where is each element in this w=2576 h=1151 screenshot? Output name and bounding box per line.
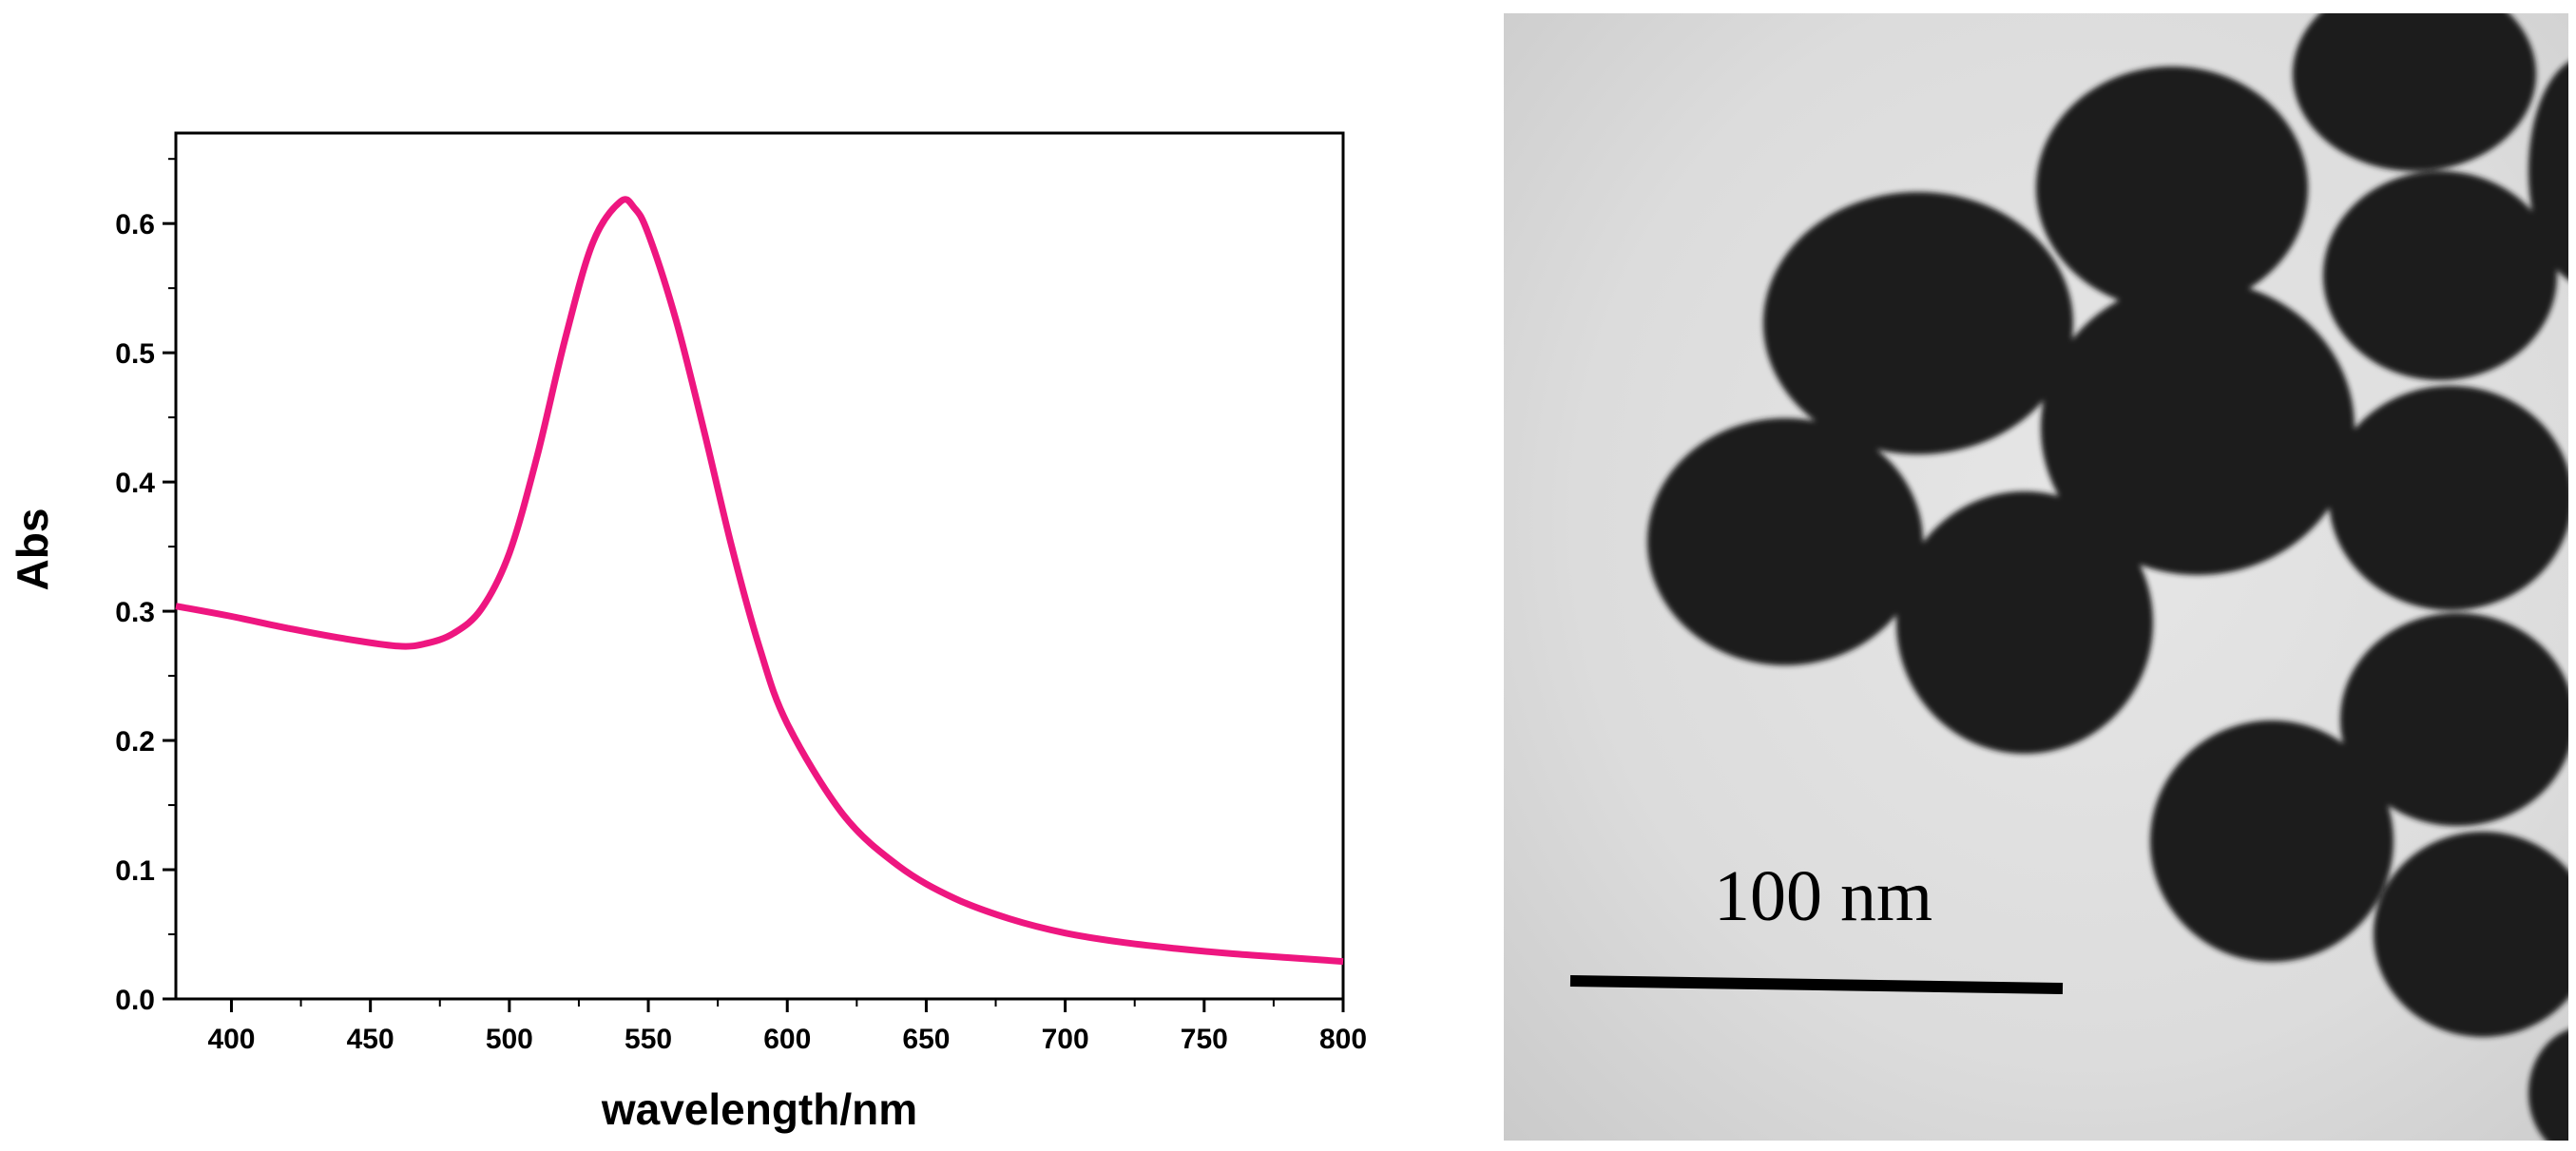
y-tick-label: 0.4 (115, 468, 155, 499)
x-tick-label: 800 (1319, 1024, 1367, 1055)
nanoparticle (1763, 192, 2073, 454)
x-tick-label: 750 (1181, 1024, 1228, 1055)
y-tick-label: 0.5 (115, 338, 155, 370)
plot-area (175, 196, 1344, 966)
nanoparticle (2528, 62, 2568, 280)
x-tick-label: 500 (486, 1024, 533, 1055)
y-axis-ticks: 0.0 0.1 0.2 0.3 0.4 0.5 0.6 (115, 158, 176, 1016)
x-tick-label: 650 (902, 1024, 950, 1055)
x-tick-label: 700 (1042, 1024, 1089, 1055)
x-tick-label: 550 (625, 1024, 672, 1055)
x-axis-ticks: 400 450 500 550 600 650 700 750 800 (207, 999, 1367, 1055)
nanoparticle (2293, 13, 2536, 171)
absorbance-chart: 400 450 500 550 600 650 700 750 800 0.0 0.1 0.2 0.3… (8, 131, 1367, 1134)
y-axis-title: Abs (8, 508, 57, 591)
x-axis-title: wavelength/nm (601, 1084, 917, 1134)
absorbance-series-line (175, 196, 1344, 966)
nanoparticle (2340, 613, 2568, 826)
tem-micrograph: 100 nm (1504, 13, 2568, 1141)
nanoparticle (2041, 280, 2355, 575)
plot-frame (174, 131, 1345, 1001)
nanoparticle (1647, 418, 1923, 665)
scale-bar-label: 100 nm (1714, 856, 1932, 936)
x-tick-label: 600 (763, 1024, 811, 1055)
nanoparticle (2150, 720, 2393, 962)
y-tick-label: 0.1 (115, 855, 155, 887)
nanoparticle (2036, 67, 2308, 310)
nanoparticle-cluster (1647, 13, 2568, 1141)
nanoparticle (2374, 832, 2568, 1037)
y-tick-label: 0.0 (115, 985, 155, 1016)
scale-bar (1569, 975, 2064, 994)
nanoparticle (2329, 386, 2568, 610)
y-tick-label: 0.6 (115, 209, 155, 240)
x-tick-label: 400 (207, 1024, 255, 1055)
nanoparticle (2323, 171, 2557, 380)
nanoparticle (2528, 1029, 2568, 1141)
x-tick-label: 450 (347, 1024, 394, 1055)
nanoparticle (1896, 491, 2153, 754)
y-tick-label: 0.3 (115, 597, 155, 628)
y-tick-label: 0.2 (115, 726, 155, 758)
